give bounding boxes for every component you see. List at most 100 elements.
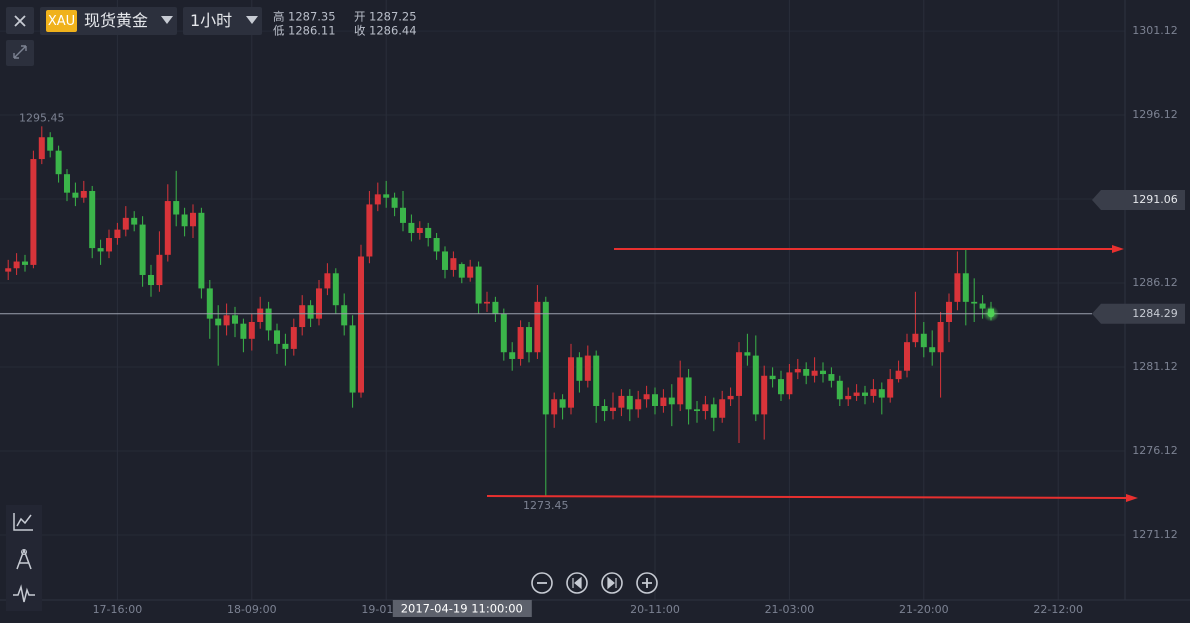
scroll-start-button[interactable] <box>566 572 588 594</box>
low-label: 低 <box>273 24 285 38</box>
candle-body <box>122 217 129 230</box>
candle-body <box>828 374 835 381</box>
candle-body <box>349 325 356 393</box>
candle-body <box>232 315 238 324</box>
chart-type-button[interactable] <box>13 513 33 531</box>
candle-body <box>500 313 507 353</box>
current-price-label: 1284.29 <box>1132 307 1178 320</box>
button-ring <box>531 572 553 594</box>
candle-body <box>290 327 297 349</box>
candle-body <box>584 355 591 381</box>
candle-body <box>341 305 348 326</box>
candle-body <box>332 273 339 306</box>
candle-body <box>223 315 230 326</box>
candle-body <box>106 238 112 252</box>
candle-body <box>526 327 532 353</box>
candles <box>5 126 994 496</box>
candle-body <box>702 404 709 412</box>
candle-body <box>794 369 801 373</box>
toolbar-bg <box>6 505 42 611</box>
open-value: 1287.25 <box>369 10 417 24</box>
candle-body <box>97 248 104 252</box>
candle-body <box>769 375 776 380</box>
candle-body <box>803 369 810 376</box>
max-price-label: 1295.45 <box>19 111 65 124</box>
candle-body <box>929 347 936 353</box>
draw-icon-dot <box>21 549 27 555</box>
zoom-controls <box>531 572 658 594</box>
candle-body <box>677 377 684 405</box>
open-label: 开 <box>354 10 366 24</box>
zoom-in-button[interactable] <box>636 572 658 594</box>
x-tick-label: 21-20:00 <box>899 603 949 616</box>
symbol-code: XAU <box>48 14 75 29</box>
candle-body <box>458 264 465 278</box>
candle-body <box>442 251 448 270</box>
left-toolbar <box>6 505 42 611</box>
plus-icon <box>642 578 652 588</box>
candle-body <box>652 394 658 406</box>
crosshair-label-bg <box>392 600 532 617</box>
candle-body <box>173 201 180 215</box>
candle-body <box>484 301 490 304</box>
candle-body <box>912 333 919 343</box>
candle-body <box>937 322 944 353</box>
expand-button[interactable] <box>6 40 34 66</box>
low-value: 1286.11 <box>288 24 336 38</box>
candle-body <box>47 137 54 151</box>
indicator-button[interactable] <box>13 584 35 603</box>
drawing-button[interactable] <box>16 549 32 570</box>
candle-body <box>962 273 969 302</box>
candle-body <box>89 190 96 249</box>
drawn-arrow <box>486 495 1129 499</box>
candle-body <box>517 327 524 359</box>
candle-body <box>895 370 902 380</box>
candle-body <box>240 323 247 339</box>
candle-body <box>610 407 616 412</box>
interval-selector[interactable]: 1小时 <box>183 7 262 35</box>
overlay <box>486 245 1138 502</box>
x-tick-label: 17-16:00 <box>93 603 143 616</box>
crosshair-label: 2017-04-19 11:00:00 <box>401 602 523 616</box>
button-ring <box>601 572 623 594</box>
candle-body <box>719 399 726 418</box>
candle-body <box>836 380 843 400</box>
candle-body <box>257 308 264 323</box>
candle-body <box>492 301 499 314</box>
scroll-end-button[interactable] <box>601 572 623 594</box>
current-price-label-bg <box>1092 303 1185 324</box>
candle-body <box>542 301 549 415</box>
candle-body <box>635 399 642 410</box>
candle-body <box>148 274 154 286</box>
expand-icon <box>13 45 27 59</box>
current-price-dot <box>987 310 995 318</box>
candle-body <box>307 305 314 319</box>
selector-bg <box>183 7 262 35</box>
close-button[interactable] <box>6 7 34 34</box>
candle-body <box>156 254 163 286</box>
y-tick-label: 1286.12 <box>1132 276 1178 289</box>
candle-body <box>946 301 952 323</box>
instrument-name: 现货黄金 <box>84 11 148 30</box>
candle-body <box>778 379 784 395</box>
candle-body <box>761 375 768 415</box>
candle-body <box>400 207 406 223</box>
candle-body <box>433 238 440 252</box>
candle-body <box>736 352 742 396</box>
candle-body <box>509 352 516 359</box>
candle-body <box>853 392 860 396</box>
close-label: 收 <box>354 24 366 38</box>
symbol-selector[interactable]: XAU 现货黄金 <box>40 7 177 35</box>
zoom-out-button[interactable] <box>531 572 553 594</box>
button-bg <box>6 40 34 66</box>
candle-body <box>139 224 146 275</box>
x-tick-label: 20-11:00 <box>630 603 680 616</box>
candle-body <box>274 330 280 344</box>
ohlc-info: 高 1287.35 开 1287.25 低 1286.11 收 1286.44 <box>273 10 417 38</box>
interval: 1小时 <box>190 11 232 30</box>
candle-body <box>601 405 608 412</box>
x-tick-label: 21-03:00 <box>765 603 815 616</box>
